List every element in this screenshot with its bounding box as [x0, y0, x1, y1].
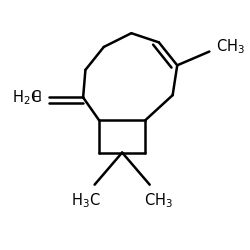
Text: $\mathrm{H_3C}$: $\mathrm{H_3C}$ [70, 192, 100, 210]
Text: $\mathrm{H_2C}$: $\mathrm{H_2C}$ [12, 88, 42, 107]
Text: H: H [32, 91, 42, 104]
Text: $\mathrm{CH_3}$: $\mathrm{CH_3}$ [144, 192, 173, 210]
Text: $\mathrm{CH_3}$: $\mathrm{CH_3}$ [216, 38, 245, 56]
